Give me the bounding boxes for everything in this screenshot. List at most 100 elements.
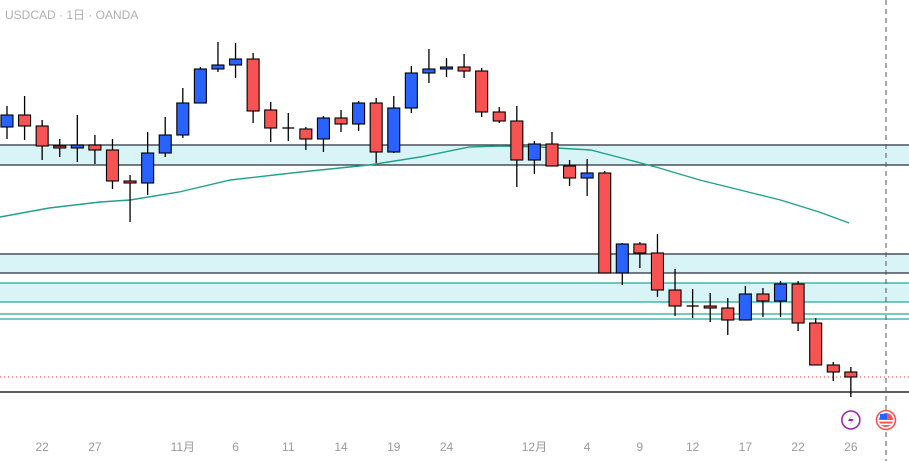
candle bbox=[492, 107, 506, 123]
support-resistance-zone bbox=[0, 144, 909, 166]
candle bbox=[527, 141, 541, 174]
candle-body bbox=[580, 172, 594, 179]
candle-body bbox=[703, 305, 717, 309]
candle-body bbox=[773, 283, 788, 302]
candle bbox=[352, 101, 366, 131]
candle bbox=[264, 102, 278, 142]
x-axis-tick-label: 9 bbox=[637, 440, 644, 454]
candle-body bbox=[510, 120, 524, 161]
support-resistance-zone bbox=[0, 282, 909, 303]
x-axis-tick-label: 14 bbox=[334, 440, 348, 454]
zone-fill bbox=[0, 283, 909, 302]
candle bbox=[580, 159, 594, 196]
candle-body bbox=[264, 109, 278, 129]
zone-fill bbox=[0, 254, 909, 273]
candle-body bbox=[791, 283, 805, 324]
x-axis-tick-label: 6 bbox=[232, 440, 239, 454]
candle bbox=[826, 362, 840, 381]
candle bbox=[598, 171, 612, 274]
candle-body bbox=[844, 371, 858, 378]
candle bbox=[615, 243, 629, 285]
candle-body bbox=[141, 152, 155, 184]
candle-body bbox=[352, 102, 366, 125]
candle-body bbox=[299, 128, 313, 140]
candle-body bbox=[228, 58, 243, 66]
candle-body bbox=[18, 114, 32, 127]
candle bbox=[334, 110, 348, 132]
candle-body bbox=[123, 180, 137, 184]
candle bbox=[439, 58, 454, 77]
candle bbox=[246, 53, 260, 123]
candle-body bbox=[598, 172, 612, 274]
candle-body bbox=[668, 289, 682, 307]
candle bbox=[158, 117, 172, 157]
zone-fill bbox=[0, 145, 909, 165]
chart-title: USDCAD · 1日 · OANDA bbox=[5, 8, 139, 22]
candle bbox=[738, 286, 752, 321]
candle-body bbox=[756, 293, 770, 302]
x-axis-tick-label: 27 bbox=[88, 440, 102, 454]
x-axis-tick-label: 22 bbox=[35, 440, 49, 454]
candle bbox=[545, 132, 559, 167]
candle bbox=[809, 318, 823, 366]
candle-body bbox=[527, 143, 541, 161]
x-axis-tick-label: 11月 bbox=[171, 440, 195, 454]
candle bbox=[0, 106, 14, 139]
candle bbox=[105, 139, 120, 189]
candle-body bbox=[53, 145, 67, 149]
candle bbox=[211, 42, 225, 72]
flag-stripe bbox=[879, 420, 893, 422]
candle bbox=[844, 367, 858, 397]
candle-body bbox=[545, 143, 559, 167]
candle bbox=[70, 115, 84, 162]
candle bbox=[299, 127, 313, 150]
candle bbox=[791, 281, 805, 331]
candle-body bbox=[721, 307, 735, 321]
lightning-icon[interactable] bbox=[841, 410, 861, 430]
candle-body bbox=[492, 111, 506, 122]
candle bbox=[282, 113, 295, 141]
candle bbox=[176, 88, 190, 138]
candle-body bbox=[176, 102, 190, 136]
candle bbox=[633, 242, 647, 268]
candle-body bbox=[404, 72, 418, 109]
candle bbox=[668, 269, 682, 316]
candle bbox=[563, 160, 577, 186]
flag-canton bbox=[880, 414, 887, 420]
x-axis-tick-label: 4 bbox=[584, 440, 591, 454]
us-flag-icon[interactable] bbox=[875, 409, 897, 431]
candle-body bbox=[563, 165, 577, 179]
lightning-glyph bbox=[847, 414, 854, 426]
candle bbox=[475, 68, 489, 117]
candle bbox=[773, 281, 788, 317]
candle bbox=[53, 139, 67, 157]
x-axis-tick-label: 12月 bbox=[522, 440, 547, 454]
candle-body bbox=[369, 102, 383, 153]
x-axis-tick-label: 22 bbox=[791, 440, 805, 454]
candle-body bbox=[35, 125, 49, 147]
flag-stripe bbox=[880, 423, 892, 426]
candle bbox=[35, 120, 49, 160]
candle-body bbox=[422, 68, 436, 74]
x-axis-tick-label: 26 bbox=[844, 440, 858, 454]
candle bbox=[756, 288, 770, 317]
x-axis-tick-label: 17 bbox=[739, 440, 753, 454]
candle-body bbox=[70, 144, 84, 149]
candle-body bbox=[809, 322, 823, 366]
candle bbox=[123, 175, 137, 222]
candle-body bbox=[650, 252, 665, 291]
x-axis-tick-label: 24 bbox=[440, 440, 454, 454]
candle-body bbox=[316, 117, 330, 140]
x-axis-tick-label: 12 bbox=[686, 440, 700, 454]
x-axis-tick-label: 11 bbox=[282, 440, 295, 454]
candle-body bbox=[615, 243, 629, 274]
candle bbox=[422, 49, 436, 83]
candle bbox=[650, 234, 665, 297]
candle-body bbox=[246, 58, 260, 112]
support-resistance-zone bbox=[0, 253, 909, 274]
candle bbox=[721, 298, 735, 335]
candle-body bbox=[439, 66, 454, 70]
candle-body bbox=[88, 144, 102, 151]
candle-body bbox=[457, 66, 471, 72]
